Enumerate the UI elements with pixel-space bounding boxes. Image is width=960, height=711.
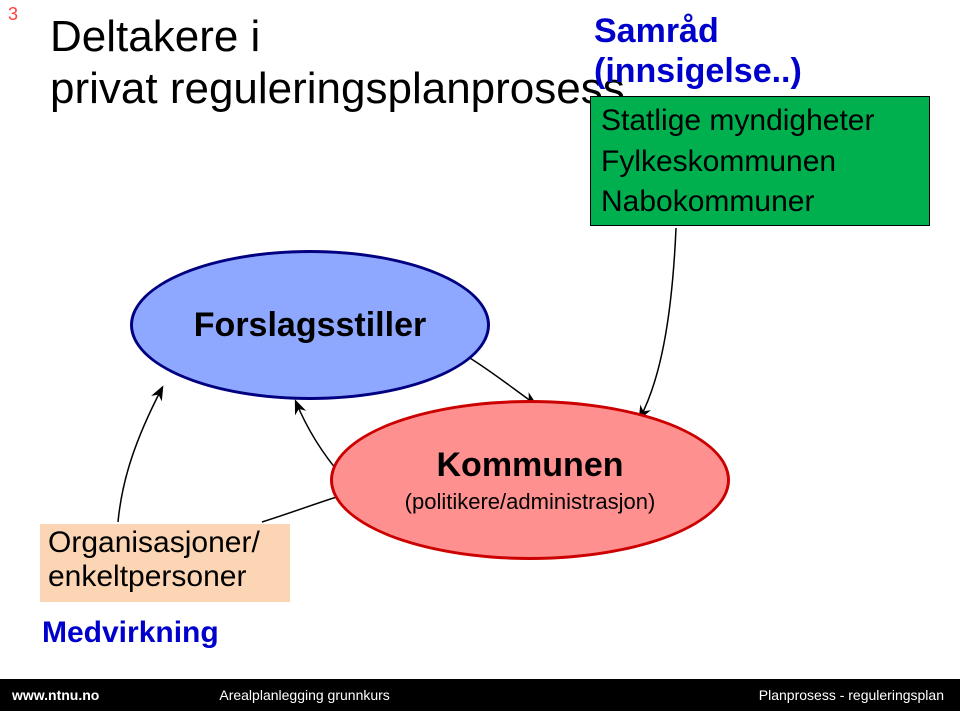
greenbox-line-3: Nabokommuner: [601, 182, 919, 223]
orange-box: Organisasjoner/ enkeltpersoner: [40, 524, 290, 602]
samrad-line-2: (innsigelse..): [594, 52, 802, 91]
red-ellipse-label-1: Kommunen: [437, 446, 624, 485]
footer: www.ntnu.no Arealplanlegging grunnkurs P…: [0, 679, 960, 711]
green-box: Statlige myndigheter Fylkeskommunen Nabo…: [590, 96, 930, 226]
arrow-green-to-red: [640, 228, 676, 418]
blue-ellipse-label: Forslagsstiller: [194, 306, 426, 345]
red-ellipse: Kommunen (politikere/administrasjon): [330, 400, 730, 560]
footer-mid: Arealplanlegging grunnkurs: [99, 687, 758, 703]
title-line-2: privat reguleringsplanprosess: [50, 64, 625, 114]
arrow-orange-to-blue: [118, 388, 162, 522]
greenbox-line-2: Fylkeskommunen: [601, 142, 919, 183]
blue-ellipse: Forslagsstiller: [130, 250, 490, 400]
greenbox-line-1: Statlige myndigheter: [601, 101, 919, 142]
orange-box-line-1: Organisasjoner/: [48, 526, 282, 560]
medvirkning-label: Medvirkning: [42, 616, 219, 650]
slide: 3 Deltakere i privat reguleringsplanpros…: [0, 0, 960, 711]
orange-box-line-2: enkeltpersoner: [48, 560, 282, 594]
footer-left: www.ntnu.no: [0, 687, 99, 703]
red-ellipse-label-2: (politikere/administrasjon): [405, 489, 656, 515]
title-line-1: Deltakere i: [50, 12, 260, 62]
footer-right: Planprosess - reguleringsplan: [759, 687, 960, 703]
arrow-blue-to-red-upper: [465, 355, 535, 404]
samrad-line-1: Samråd: [594, 12, 719, 51]
page-number: 3: [8, 4, 18, 25]
